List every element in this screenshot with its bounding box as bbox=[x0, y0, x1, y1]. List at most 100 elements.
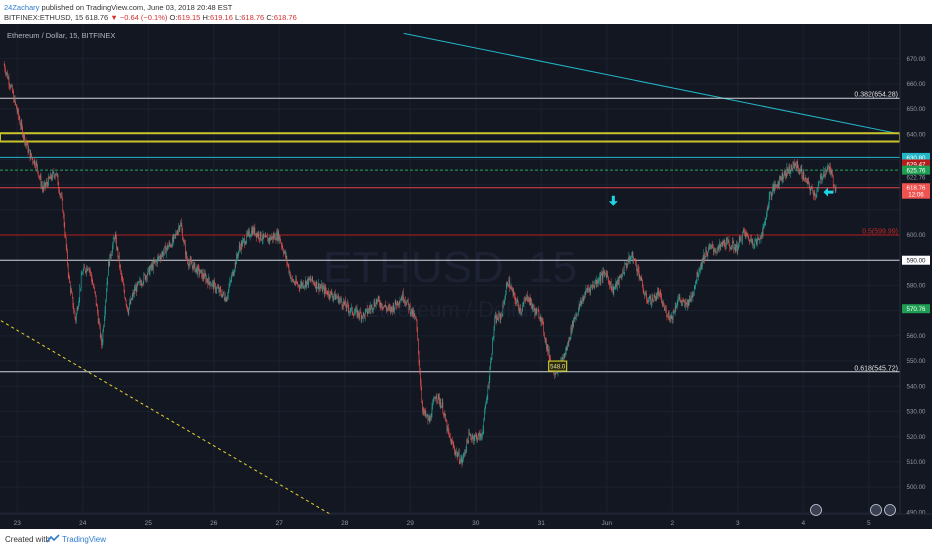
annotations[interactable]: 548.0 bbox=[548, 187, 834, 372]
event-icons[interactable] bbox=[810, 504, 896, 516]
candle-body bbox=[681, 301, 682, 303]
candle-body bbox=[71, 290, 72, 294]
candle-body bbox=[624, 264, 625, 273]
candle-body bbox=[385, 304, 386, 308]
candle-body bbox=[285, 256, 287, 258]
candle-body bbox=[359, 311, 361, 317]
candle-body bbox=[693, 292, 694, 295]
candle-body bbox=[131, 297, 132, 300]
candle-body bbox=[728, 240, 730, 245]
candle-body bbox=[715, 250, 716, 252]
candle-body bbox=[353, 314, 354, 316]
candles[interactable] bbox=[3, 61, 837, 468]
candle-body bbox=[413, 310, 414, 318]
candle-body bbox=[723, 240, 725, 244]
candle-body bbox=[623, 272, 625, 274]
candle-body bbox=[511, 287, 512, 289]
candle-body bbox=[227, 295, 228, 299]
candle-body bbox=[342, 306, 343, 308]
candle-body bbox=[439, 402, 441, 404]
chart-area[interactable]: ETHUSD, 15 Ethereum / Dollar 0.382(654.2… bbox=[0, 24, 932, 529]
candle-body bbox=[548, 348, 550, 359]
candle-body bbox=[678, 297, 680, 299]
candle-body bbox=[800, 168, 801, 172]
candle-body bbox=[138, 281, 140, 282]
candle-body bbox=[372, 309, 373, 311]
candle-body bbox=[499, 313, 500, 315]
chart-title: Ethereum / Dollar, 15, BITFINEX bbox=[7, 31, 115, 40]
candle-body bbox=[732, 241, 734, 243]
candle-body bbox=[352, 306, 353, 314]
candle-body bbox=[354, 313, 355, 316]
candle-body bbox=[33, 160, 35, 164]
candle-body bbox=[736, 243, 738, 252]
cyan-left-arrow bbox=[823, 187, 834, 197]
candle-body bbox=[805, 177, 806, 180]
candle-body bbox=[615, 281, 617, 287]
candle-body bbox=[8, 77, 10, 85]
candle-body bbox=[567, 343, 569, 344]
event-icon-2[interactable] bbox=[870, 504, 882, 516]
candle-body bbox=[175, 232, 177, 235]
price-axis[interactable]: 670.00 660.00 650.00 640.00 630.80629.47625.… bbox=[899, 24, 932, 529]
candle-body bbox=[248, 230, 249, 232]
candle-body bbox=[764, 221, 766, 222]
candle-body bbox=[275, 234, 276, 240]
author-link[interactable]: 24Zachary bbox=[4, 3, 40, 12]
candle-body bbox=[435, 397, 437, 399]
candle-body bbox=[604, 272, 605, 274]
trend-lines[interactable] bbox=[0, 32, 932, 529]
candle-body bbox=[270, 236, 271, 240]
candle-body bbox=[819, 182, 820, 183]
candle-body bbox=[377, 299, 378, 302]
price-label-640.00: 640.00 bbox=[907, 131, 926, 138]
candle-body bbox=[77, 308, 78, 310]
candle-body bbox=[610, 281, 612, 290]
candle-body bbox=[148, 267, 149, 270]
candle-body bbox=[749, 239, 750, 243]
candle-body bbox=[787, 167, 788, 173]
candle-body bbox=[266, 236, 268, 238]
candle-body bbox=[60, 194, 61, 197]
event-icon-3[interactable] bbox=[884, 504, 896, 516]
candle-body bbox=[142, 282, 144, 285]
candle-body bbox=[67, 264, 69, 275]
candle-body bbox=[473, 438, 475, 441]
candle-body bbox=[475, 434, 477, 436]
candle-body bbox=[404, 300, 405, 302]
candle-body bbox=[202, 272, 204, 278]
horizontal-levels[interactable]: 0.382(654.28) 0.5(599.99) 0.618(545.72) bbox=[0, 92, 901, 373]
candle-body bbox=[591, 285, 593, 287]
time-axis[interactable]: 232425262728293031Jun23456 bbox=[0, 513, 932, 529]
candle-body bbox=[296, 279, 297, 284]
candle-body bbox=[478, 432, 480, 435]
candle-body bbox=[108, 261, 109, 276]
candle-body bbox=[424, 409, 425, 414]
candle-body bbox=[129, 302, 131, 304]
candle-body bbox=[182, 230, 183, 241]
candle-body bbox=[14, 97, 16, 103]
close-label: C: bbox=[266, 13, 274, 22]
candle-body bbox=[213, 282, 214, 290]
candle-body bbox=[341, 298, 342, 302]
price-tag-629.47: 629.47 bbox=[907, 161, 926, 168]
candle-body bbox=[627, 261, 629, 264]
candle-body bbox=[255, 233, 257, 238]
candle-body bbox=[423, 409, 425, 412]
candle-body bbox=[302, 282, 303, 287]
candle-body bbox=[431, 407, 433, 418]
candle-body bbox=[93, 287, 95, 288]
candle-body bbox=[698, 271, 700, 276]
price-chart[interactable]: ETHUSD, 15 Ethereum / Dollar 0.382(654.2… bbox=[0, 24, 932, 529]
event-icon-1[interactable] bbox=[810, 504, 822, 516]
tradingview-brand[interactable]: TradingView bbox=[62, 535, 107, 544]
candle-body bbox=[735, 247, 737, 251]
candle-body bbox=[368, 308, 369, 312]
candle-body bbox=[52, 172, 53, 180]
candle-body bbox=[813, 191, 815, 196]
candle-body bbox=[479, 432, 480, 440]
watermark-name: Ethereum / Dollar bbox=[364, 297, 535, 322]
candle-body bbox=[290, 272, 291, 279]
candle-body bbox=[823, 170, 824, 177]
candle-body bbox=[655, 296, 657, 301]
